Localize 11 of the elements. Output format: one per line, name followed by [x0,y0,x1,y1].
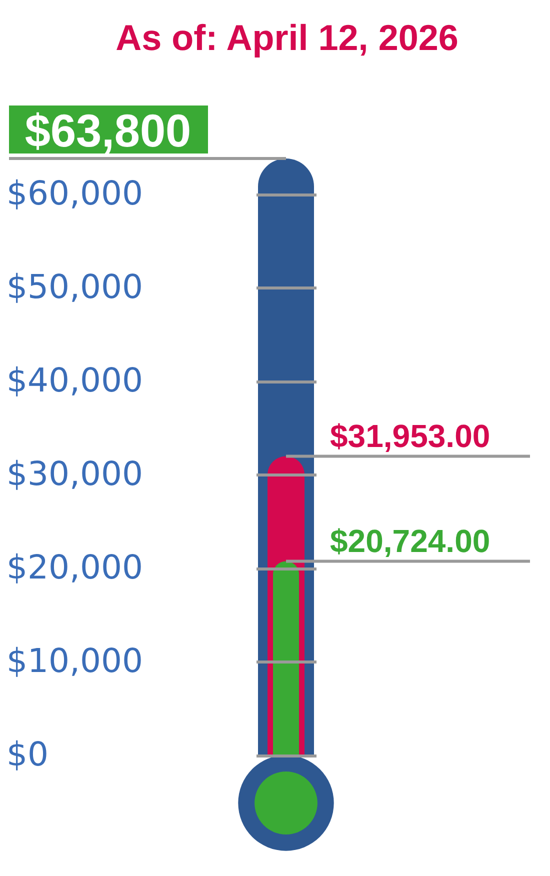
y-tick-label: $40,000 [6,360,143,400]
y-tick-label: $50,000 [6,267,143,306]
y-tick-label: $30,000 [6,454,143,493]
y-tick-label: $0 [6,734,48,774]
y-tick-label: $10,000 [6,641,143,680]
ref-line-label: $63,800 [24,104,192,156]
data-label: $31,953.00 [330,418,490,454]
y-tick-label: $60,000 [6,174,143,212]
y-tick-label: $20,000 [6,548,143,586]
chart-title: As of: April 12, 2026 [116,17,458,58]
data-label: $20,724.00 [330,523,490,560]
